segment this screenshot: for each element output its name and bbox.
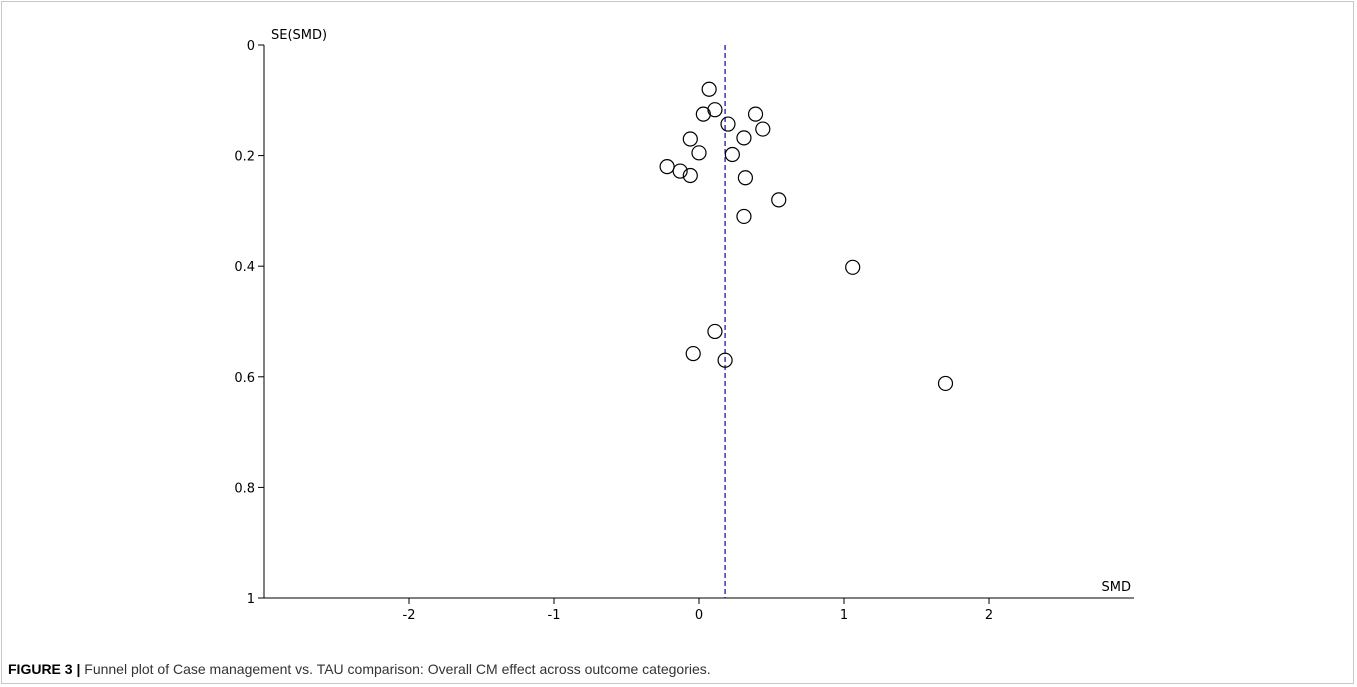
study-point: [672, 163, 688, 179]
study-point: [685, 345, 701, 362]
y-tick-label: 1: [247, 592, 255, 607]
x-tick-label: 0: [695, 608, 703, 623]
study-point: [937, 375, 954, 392]
y-tick-label: 0: [247, 39, 255, 54]
study-point: [720, 116, 736, 132]
y-tick-label: 0.4: [234, 260, 255, 275]
study-point: [747, 106, 764, 122]
y-tick-label: 0.6: [234, 371, 255, 386]
y-axis-label: SE(SMD): [271, 28, 327, 43]
study-point: [717, 352, 733, 368]
study-point: [736, 130, 752, 146]
study-point: [659, 159, 675, 175]
x-ticks: -2 -1 0 1 2: [403, 598, 993, 623]
study-points: [659, 81, 954, 392]
study-point: [701, 81, 717, 97]
study-point: [845, 259, 861, 275]
study-point: [691, 145, 707, 161]
y-tick-label: 0.2: [234, 150, 255, 165]
x-tick-label: 2: [985, 608, 993, 623]
study-point: [707, 102, 723, 118]
study-point: [737, 170, 754, 186]
figure-caption: FIGURE 3 | Funnel plot of Case managemen…: [8, 661, 1349, 677]
x-tick-label: 1: [840, 608, 848, 623]
funnel-plot: 0 0.2 0.4 0.6 0.8 1 -2 -1 0 1 2 SE(SMD) SMD: [234, 28, 1134, 623]
figure-label: FIGURE 3 |: [8, 661, 81, 677]
study-point: [707, 323, 723, 340]
x-tick-label: -2: [403, 608, 416, 623]
y-tick-label: 0.8: [234, 481, 255, 496]
study-point: [682, 167, 698, 184]
study-point: [736, 208, 752, 225]
study-point: [771, 192, 787, 208]
y-ticks: 0 0.2 0.4 0.6 0.8 1: [234, 39, 264, 607]
caption-text: Funnel plot of Case management vs. TAU c…: [84, 661, 711, 677]
study-point: [682, 131, 698, 147]
x-axis-label: SMD: [1102, 580, 1131, 595]
x-tick-label: -1: [548, 608, 561, 623]
study-point: [755, 121, 771, 137]
study-point: [724, 146, 740, 163]
study-point: [695, 106, 711, 122]
